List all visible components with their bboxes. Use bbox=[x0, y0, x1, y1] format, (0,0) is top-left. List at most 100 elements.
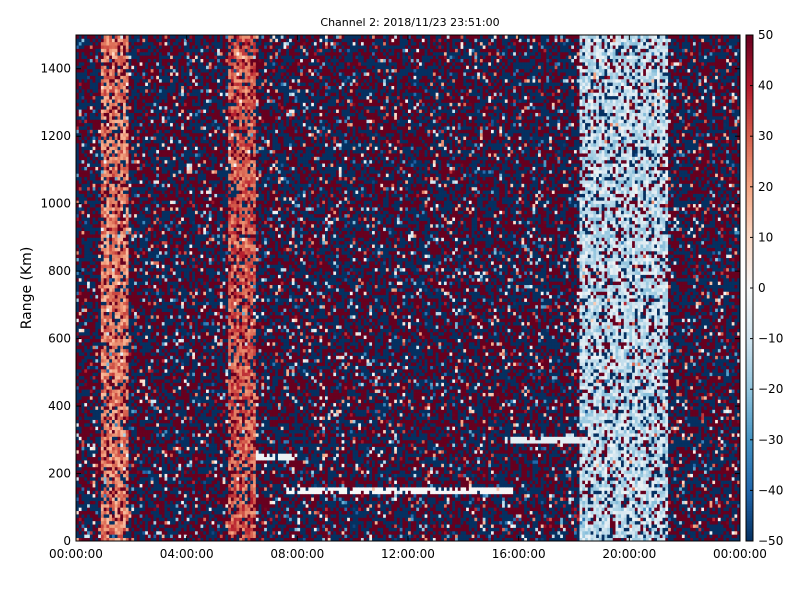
heatmap-cell bbox=[161, 399, 165, 404]
heatmap-cell bbox=[156, 163, 160, 167]
heatmap-cell bbox=[84, 261, 88, 265]
heatmap-cell bbox=[84, 510, 88, 515]
heatmap-cell bbox=[142, 61, 146, 66]
heatmap-cell bbox=[125, 335, 129, 339]
heatmap-cell bbox=[84, 247, 88, 252]
heatmap-cell bbox=[81, 355, 85, 360]
heatmap-cell bbox=[150, 35, 154, 39]
heatmap-cell bbox=[114, 254, 118, 259]
heatmap-cell bbox=[134, 156, 138, 161]
heatmap-cell bbox=[142, 325, 146, 329]
heatmap-cell bbox=[78, 163, 82, 167]
heatmap-cell bbox=[142, 318, 146, 323]
heatmap-cell bbox=[103, 149, 107, 154]
heatmap-cell bbox=[150, 520, 154, 525]
heatmap-cell bbox=[103, 304, 107, 309]
heatmap-cell bbox=[153, 41, 157, 46]
heatmap-cell bbox=[89, 368, 93, 373]
heatmap-cell bbox=[123, 281, 127, 286]
heatmap-cell bbox=[128, 196, 132, 201]
heatmap-cell bbox=[125, 180, 129, 184]
heatmap-cell bbox=[111, 180, 116, 184]
heatmap-cell bbox=[106, 58, 110, 63]
heatmap-cell bbox=[161, 446, 165, 451]
heatmap-cell bbox=[164, 298, 168, 302]
heatmap-cell bbox=[153, 524, 157, 528]
heatmap-cell bbox=[95, 92, 99, 97]
heatmap-cell bbox=[111, 55, 116, 60]
heatmap-cell bbox=[103, 358, 107, 363]
heatmap-cell bbox=[87, 422, 91, 427]
heatmap-cell bbox=[147, 58, 152, 63]
heatmap-cell bbox=[89, 426, 93, 431]
heatmap-cell bbox=[106, 331, 110, 336]
heatmap-cell bbox=[131, 392, 135, 397]
heatmap-cell bbox=[103, 105, 107, 110]
heatmap-cell bbox=[114, 173, 118, 178]
heatmap-cell bbox=[153, 476, 157, 481]
heatmap-cell bbox=[167, 487, 171, 491]
heatmap-cell bbox=[100, 261, 105, 265]
heatmap-cell bbox=[76, 365, 80, 370]
heatmap-cell bbox=[95, 466, 99, 471]
heatmap-cell bbox=[147, 210, 152, 215]
heatmap-cell bbox=[89, 173, 93, 178]
heatmap-cell bbox=[164, 65, 168, 70]
heatmap-cell bbox=[106, 183, 110, 188]
heatmap-cell bbox=[81, 271, 85, 275]
heatmap-cell bbox=[161, 308, 165, 313]
heatmap-cell bbox=[111, 169, 116, 174]
heatmap-cell bbox=[131, 473, 135, 478]
heatmap-cell bbox=[78, 159, 82, 164]
heatmap-cell bbox=[76, 331, 80, 336]
heatmap-cell bbox=[131, 520, 135, 525]
heatmap-cell bbox=[167, 460, 171, 464]
heatmap-cell bbox=[103, 247, 107, 252]
heatmap-cell bbox=[98, 517, 102, 522]
heatmap-cell bbox=[92, 456, 96, 461]
heatmap-cell bbox=[153, 348, 157, 353]
heatmap-cell bbox=[156, 304, 160, 309]
heatmap-cell bbox=[117, 200, 121, 205]
heatmap-cell bbox=[153, 466, 157, 471]
heatmap-cell bbox=[128, 500, 132, 505]
heatmap-cell bbox=[134, 355, 138, 360]
heatmap-cell bbox=[150, 153, 154, 157]
heatmap-cell bbox=[81, 483, 85, 488]
heatmap-cell bbox=[103, 234, 107, 238]
heatmap-cell bbox=[128, 274, 132, 279]
heatmap-cell bbox=[98, 75, 102, 80]
heatmap-cell bbox=[120, 102, 124, 107]
heatmap-cell bbox=[100, 223, 105, 228]
heatmap-cell bbox=[78, 122, 82, 127]
heatmap-cell bbox=[164, 510, 168, 515]
heatmap-cell bbox=[147, 406, 152, 410]
heatmap-cell bbox=[114, 399, 118, 404]
heatmap-cell bbox=[150, 352, 154, 356]
heatmap-cell bbox=[76, 48, 80, 53]
heatmap-cell bbox=[106, 348, 110, 353]
heatmap-cell bbox=[92, 65, 96, 70]
heatmap-cell bbox=[76, 68, 80, 73]
heatmap-cell bbox=[131, 470, 135, 474]
heatmap-cell bbox=[167, 507, 171, 512]
heatmap-cell bbox=[142, 146, 146, 151]
heatmap-cell bbox=[103, 439, 107, 444]
heatmap-cell bbox=[142, 132, 146, 137]
heatmap-cell bbox=[76, 264, 80, 269]
heatmap-cell bbox=[131, 213, 135, 218]
heatmap-cell bbox=[159, 196, 163, 201]
heatmap-cell bbox=[78, 497, 82, 501]
heatmap-cell bbox=[153, 379, 157, 383]
heatmap-cell bbox=[156, 534, 160, 539]
heatmap-cell bbox=[134, 35, 138, 39]
heatmap-cell bbox=[145, 298, 149, 302]
heatmap-cell bbox=[76, 129, 80, 134]
heatmap-cell bbox=[100, 517, 105, 522]
heatmap-cell bbox=[142, 456, 146, 461]
heatmap-cell bbox=[109, 487, 113, 491]
heatmap-cell bbox=[84, 473, 88, 478]
heatmap-cell bbox=[134, 207, 138, 211]
heatmap-cell bbox=[147, 500, 152, 505]
heatmap-cell bbox=[103, 298, 107, 302]
